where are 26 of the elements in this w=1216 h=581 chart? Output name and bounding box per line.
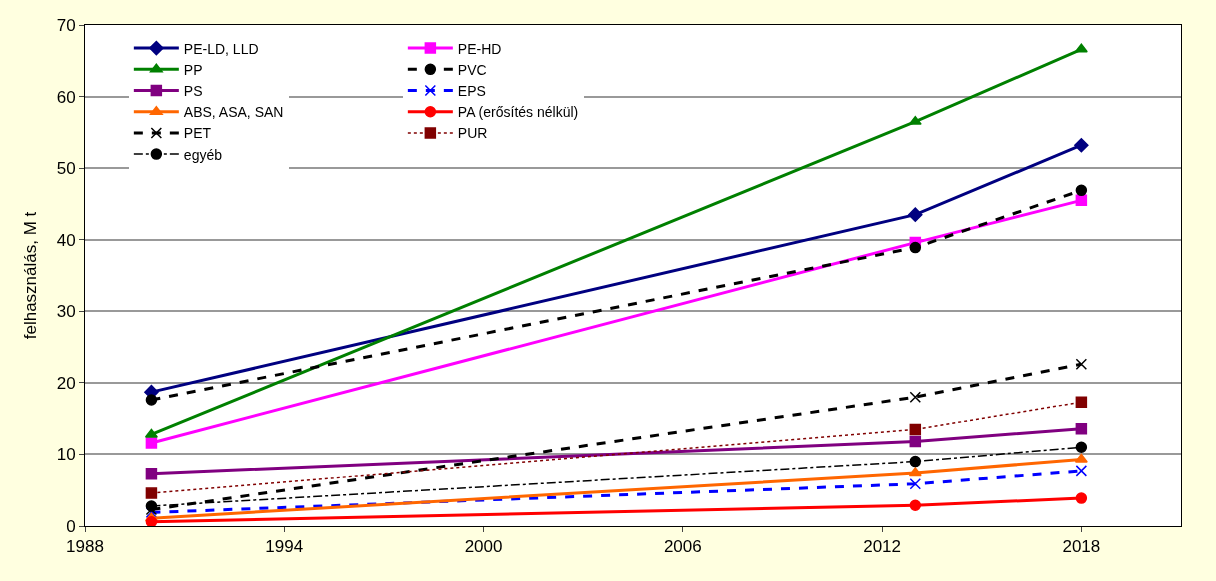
legend-label: PS [183,82,203,99]
y-tick-label: 30 [56,302,76,322]
y-tick-label: 50 [56,159,76,179]
y-tick-label: 40 [56,230,76,250]
legend-label: PA (erősítés nélkül) [457,104,579,121]
legend-label: ABS, ASA, SAN [183,104,284,121]
x-tick-label: 1994 [265,537,304,557]
x-tick-label: 2018 [1062,537,1101,557]
y-axis-title: felhasználás, M t [21,211,41,340]
y-tick-label: 60 [56,87,76,107]
x-tick-label: 2000 [464,537,503,557]
legend-label: PP [183,61,203,78]
y-tick-label: 70 [56,15,76,35]
y-tick-label: 10 [56,445,76,465]
x-tick-label: 2012 [863,537,901,557]
legend-label: EPS [457,82,486,99]
y-tick-label: 20 [56,373,76,393]
x-tick-label: 1988 [66,537,104,557]
legend-label: PE-LD, LLD [183,40,259,57]
legend-label: PVC [457,61,487,78]
legend-label: PUR [457,125,488,142]
y-tick-label: 0 [66,516,76,536]
x-tick-label: 2006 [663,537,702,557]
legend-label: PET [183,125,212,142]
legend-label: PE-HD [457,40,502,57]
legend-label: egyéb [183,146,223,163]
